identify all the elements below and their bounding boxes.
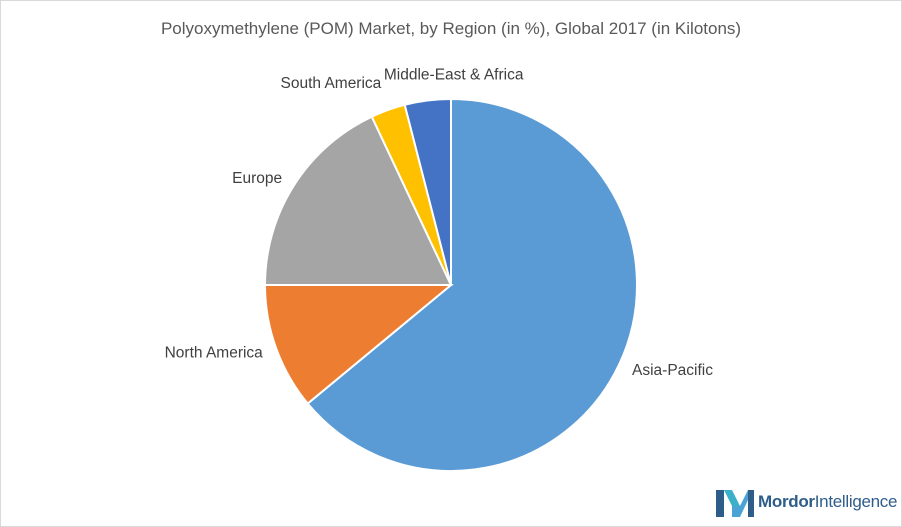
pie-slice-north-america (263, 284, 454, 405)
pie-label-middle-east-africa: Middle-East & Africa (384, 67, 524, 84)
brand-name: MordorIntelligence (758, 492, 897, 512)
pie-slice-middle-east-africa (403, 97, 452, 286)
brand-word-2: Intelligence (814, 492, 898, 511)
mordor-intelligence-logo-icon (716, 490, 754, 517)
pie-label-north-america: North America (165, 345, 264, 362)
pie-label-europe: Europe (232, 170, 282, 187)
pie-label-south-america: South America (280, 75, 381, 92)
brand-logo: MordorIntelligence (716, 488, 897, 520)
chart-title: Polyoxymethylene (POM) Market, by Region… (160, 19, 742, 38)
pie-slices (263, 97, 638, 472)
pie-slice-asia-pacific (306, 97, 638, 472)
pie-label-asia-pacific: Asia-Pacific (632, 362, 713, 379)
pie-labels: Asia-Pacific North America Europe South Ame… (165, 67, 714, 380)
brand-word-1: Mordor (758, 492, 815, 511)
pie-slice-europe (263, 115, 453, 286)
